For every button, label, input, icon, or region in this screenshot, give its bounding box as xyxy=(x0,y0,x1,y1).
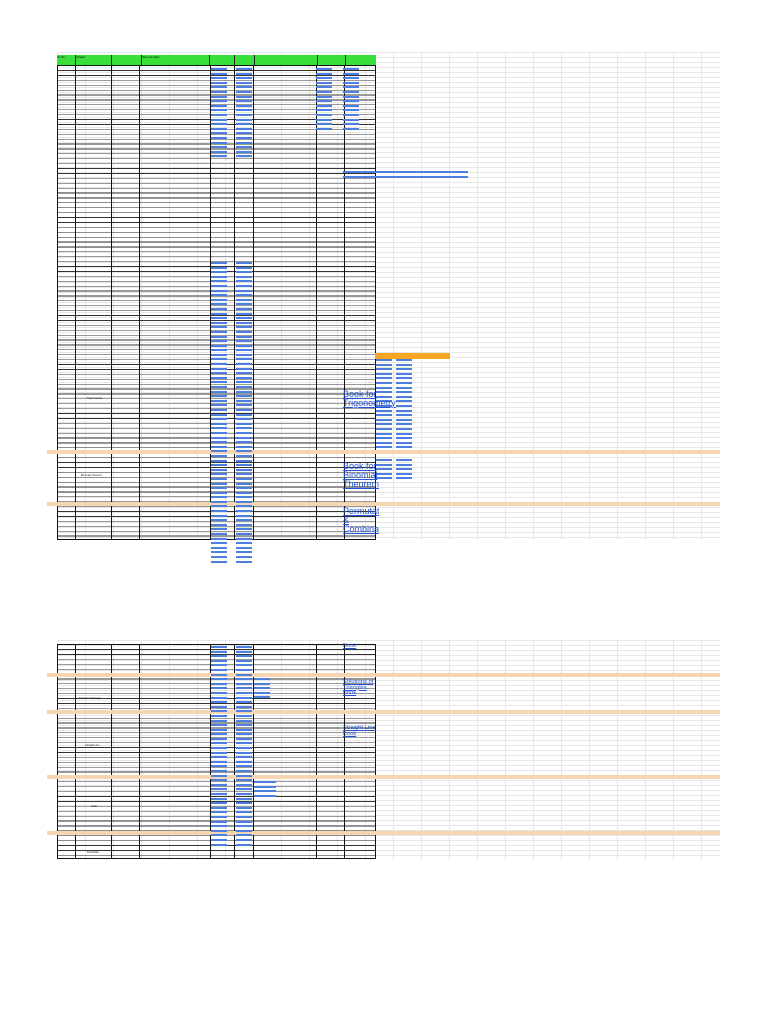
section-band xyxy=(47,502,720,506)
sheet-page-2: Solution of Triangle Straight Line Circl… xyxy=(0,640,768,860)
chapter-label: Straight Line xyxy=(85,744,100,747)
trig-links-column xyxy=(376,359,398,451)
straight-line-book-link[interactable]: Straight Line Book xyxy=(343,725,376,737)
header-cell: Chapter xyxy=(76,55,113,65)
binomial-book-link[interactable]: Book for Binomial Theorem xyxy=(343,461,380,489)
external-link[interactable] xyxy=(343,171,468,173)
extra-links-column xyxy=(343,68,365,132)
solutions-book-link[interactable]: Solutions of Triangles Book xyxy=(343,679,374,697)
header-cell xyxy=(318,55,346,65)
external-link[interactable] xyxy=(343,176,468,178)
highlighted-note xyxy=(375,353,450,359)
header-cell xyxy=(210,55,235,65)
section-band xyxy=(47,775,720,779)
section-band xyxy=(47,450,720,454)
notes-links-column xyxy=(236,68,258,160)
notes-links-column xyxy=(236,646,258,848)
chapter-label: Solution of Triangle xyxy=(79,697,102,700)
notes-links-column xyxy=(254,781,276,799)
section-band xyxy=(47,673,720,677)
page2-book-link[interactable]: Book xyxy=(343,643,357,649)
chapter-label: Circle xyxy=(91,805,98,808)
header-cell: Sr. No. xyxy=(57,55,76,65)
video-links-column xyxy=(211,262,233,565)
chapter-label: Trigonometry xyxy=(87,397,103,400)
section-band xyxy=(47,710,720,714)
binomial-links-column xyxy=(376,459,398,482)
trigonometry-book-link[interactable]: Book for Trigonometry xyxy=(343,389,396,408)
header-cell xyxy=(235,55,256,65)
extra-links-column xyxy=(316,68,338,132)
sheet-page-1: Sr. No. Chapter Name of Video Trigonomet… xyxy=(0,52,768,563)
header-row: Sr. No. Chapter Name of Video xyxy=(57,55,376,65)
header-cell xyxy=(112,55,142,65)
chapter-label: Probability xyxy=(87,851,100,854)
video-links-column xyxy=(211,68,233,160)
section-band xyxy=(47,831,720,835)
header-cell: Name of Video xyxy=(142,55,210,65)
binomial-links-column xyxy=(396,459,418,482)
trig-links-column xyxy=(396,359,418,451)
header-cell xyxy=(346,55,376,65)
chapter-label: Binomial Theorem xyxy=(81,474,102,477)
header-cell xyxy=(255,55,318,65)
notes-links-column xyxy=(236,262,258,565)
permutation-book-link[interactable]: Permutation & Combination xyxy=(343,507,379,534)
video-links-column xyxy=(211,646,233,848)
notes-links-column xyxy=(254,678,276,701)
